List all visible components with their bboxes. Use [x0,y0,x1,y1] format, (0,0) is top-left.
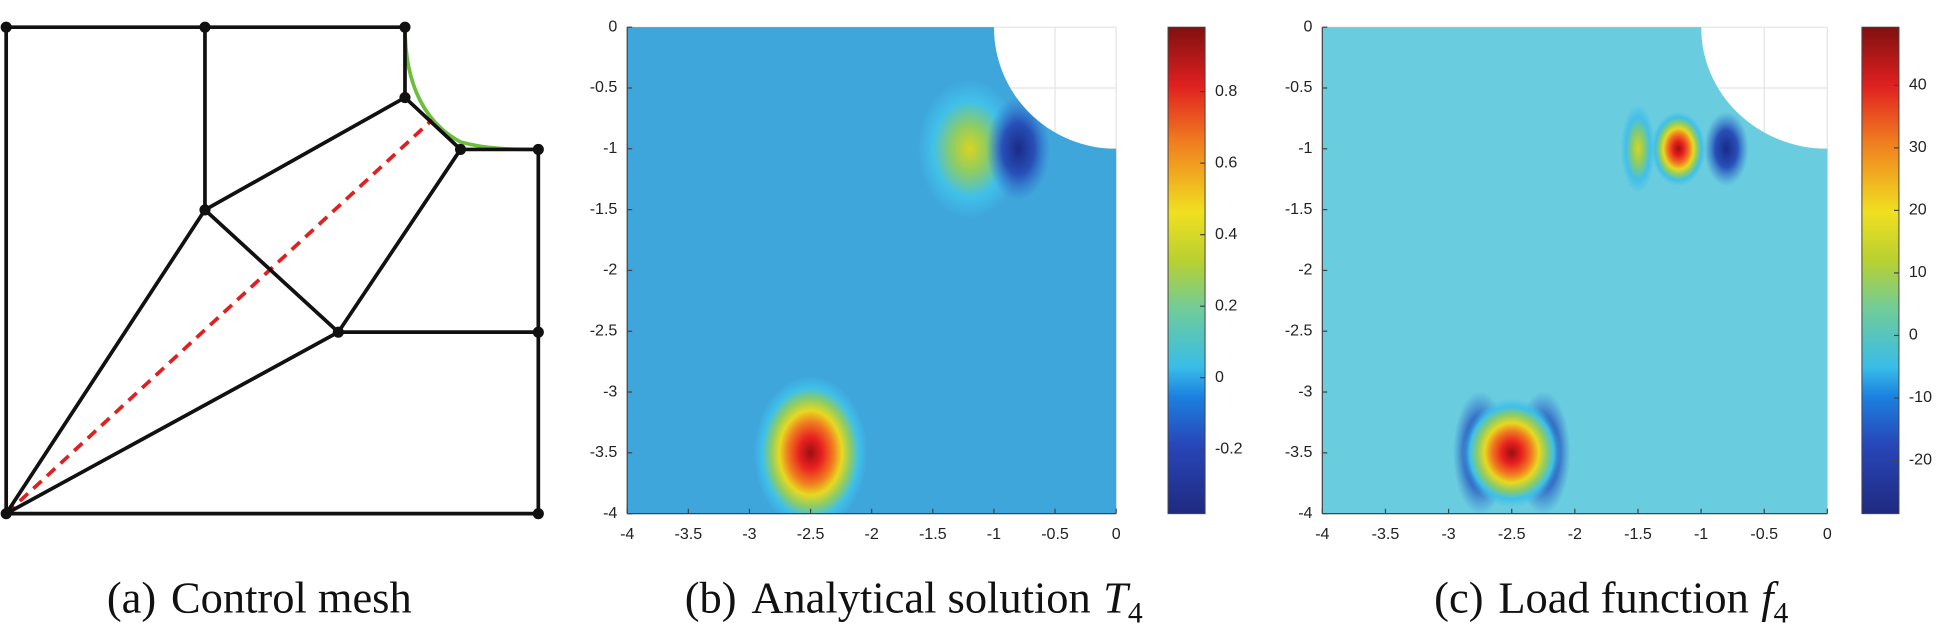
control-mesh [0,21,544,520]
x-tick-label: -1 [1694,525,1708,543]
y-tick-label: -2.5 [1285,321,1313,339]
x-tick-label: -3.5 [1372,525,1400,543]
y-tick-label: -1 [1298,139,1312,157]
colorbar-tick-label: 0 [1909,326,1918,344]
colorbar-tick-label: -20 [1909,451,1932,469]
colorbar-tick-label: -0.2 [1215,439,1243,457]
x-tick-label: -0.5 [1041,525,1069,543]
y-tick-label: -0.5 [1285,78,1313,96]
x-tick-label: 0 [1112,525,1121,543]
diagonal [4,118,434,516]
x-tick-label: -3 [742,525,756,543]
x-tick-label: -0.5 [1750,525,1778,543]
field-feature [1462,398,1562,508]
mesh-nodes [0,21,544,520]
y-tick-label: -2 [1298,261,1312,279]
y-tick-label: -4 [603,504,617,522]
colorbar-tick-label: 0.2 [1215,296,1237,314]
x-tick-label: -3 [1441,525,1455,543]
caption: (b) Analytical solution T4 [685,572,1143,628]
colorbar-tick-label: 0.6 [1215,153,1237,171]
y-tick-label: -4 [1298,504,1312,522]
x-tick-label: -4 [1315,525,1329,543]
field-feature [1651,111,1706,186]
caption-text: Control mesh [171,572,412,622]
colorbar [1861,26,1900,515]
y-tick-label: -0.5 [590,78,618,96]
colorbar-tick-label: 0.8 [1215,82,1237,100]
caption-text: Analytical solution [751,572,1090,622]
caption-label: (c) [1434,572,1483,622]
colorbar-tick-label: 10 [1909,263,1927,281]
y-tick-label: -3.5 [590,443,618,461]
colorbar-tick-label: 30 [1909,138,1927,156]
y-tick-label: -1.5 [1285,200,1313,218]
y-tick-label: -3 [1298,382,1312,400]
y-tick-label: -2.5 [590,321,618,339]
field-feature [1620,104,1656,194]
field-feature [753,376,868,514]
colorbar-tick-label: 40 [1909,76,1927,94]
field-features [1453,104,1749,514]
mesh-edges [4,25,541,516]
y-tick-label: -2 [603,261,617,279]
caption: (c) Load function f4 [1434,572,1788,628]
colorbar [1167,26,1206,515]
x-tick-label: -2 [865,525,879,543]
x-tick-label: -2.5 [797,525,825,543]
x-tick-label: -4 [620,525,634,543]
caption-a: (a) Control mesh [107,572,412,622]
x-tick-label: -1.5 [1624,525,1652,543]
caption-subscript: 4 [1128,597,1143,628]
x-tick-label: -3.5 [675,525,703,543]
caption-symbol: T [1103,572,1131,622]
field-feature [986,96,1051,201]
y-tick-label: -3.5 [1285,443,1313,461]
x-tick-label: -2.5 [1498,525,1526,543]
boundary-curve [403,27,539,152]
y-tick-label: -3 [603,382,617,400]
y-tick-label: -1 [603,139,617,157]
x-tick-label: -1.5 [919,525,947,543]
x-tick-label: -2 [1568,525,1582,543]
colorbar-tick-label: -10 [1909,388,1932,406]
y-tick-label: -1.5 [590,200,618,218]
colorbar-tick-label: 0.4 [1215,225,1237,243]
caption-label: (b) [685,572,737,622]
y-tick-label: 0 [608,17,617,35]
caption-text: Load function [1498,572,1749,622]
x-tick-label: 0 [1823,525,1832,543]
x-tick-label: -1 [987,525,1001,543]
caption-label: (a) [107,572,156,622]
caption-subscript: 4 [1774,597,1789,628]
y-tick-label: 0 [1304,17,1313,35]
field-features [753,79,1051,514]
colorbar-tick-label: 20 [1909,201,1927,219]
colorbar-tick-label: 0 [1215,368,1224,386]
field-feature [1704,111,1749,186]
